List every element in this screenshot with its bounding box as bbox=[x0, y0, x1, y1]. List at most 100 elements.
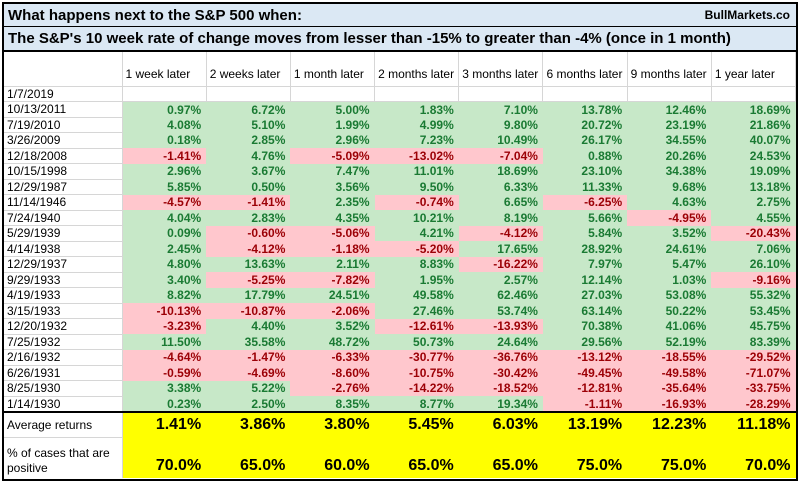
date-cell[interactable]: 6/26/1931 bbox=[4, 365, 123, 381]
date-cell[interactable]: 7/19/2010 bbox=[4, 117, 123, 133]
value-cell[interactable]: 9.80% bbox=[458, 117, 543, 133]
value-cell[interactable]: -18.55% bbox=[627, 349, 712, 365]
value-cell[interactable]: -8.60% bbox=[290, 365, 375, 381]
value-cell[interactable]: 4.21% bbox=[374, 225, 459, 241]
date-cell[interactable]: 3/26/2009 bbox=[4, 132, 123, 149]
date-cell[interactable]: 4/14/1938 bbox=[4, 241, 123, 257]
value-cell[interactable]: 5.84% bbox=[542, 225, 628, 241]
value-cell[interactable]: -1.11% bbox=[542, 396, 628, 413]
value-cell[interactable]: 2.57% bbox=[458, 272, 543, 288]
date-cell[interactable]: 8/25/1930 bbox=[4, 380, 123, 397]
percent-positive-value-cell[interactable]: 70.0% bbox=[122, 437, 207, 478]
value-cell[interactable]: 34.38% bbox=[627, 163, 712, 179]
value-cell[interactable]: -9.16% bbox=[711, 272, 796, 288]
value-cell[interactable]: 24.53% bbox=[711, 148, 796, 164]
average-value-cell[interactable]: 12.23% bbox=[627, 411, 712, 438]
value-cell[interactable]: 4.99% bbox=[374, 117, 459, 133]
value-cell[interactable]: -0.74% bbox=[374, 194, 459, 210]
percent-positive-value-cell[interactable]: 65.0% bbox=[458, 437, 543, 478]
value-cell[interactable]: 9.50% bbox=[374, 179, 459, 195]
value-cell[interactable]: 48.72% bbox=[290, 334, 375, 350]
value-cell[interactable]: 11.01% bbox=[374, 163, 459, 179]
value-cell[interactable]: -10.87% bbox=[206, 303, 291, 319]
average-value-cell[interactable]: 11.18% bbox=[711, 411, 796, 438]
average-value-cell[interactable]: 13.19% bbox=[542, 411, 628, 438]
value-cell[interactable]: 20.26% bbox=[627, 148, 712, 164]
value-cell[interactable]: 8.82% bbox=[122, 287, 207, 303]
value-cell[interactable]: -5.25% bbox=[206, 272, 291, 288]
date-cell[interactable]: 7/24/1940 bbox=[4, 210, 123, 226]
value-cell[interactable]: 2.96% bbox=[290, 132, 375, 148]
average-returns-label[interactable]: Average returns bbox=[4, 411, 123, 438]
value-cell[interactable]: 4.08% bbox=[122, 117, 207, 133]
value-cell[interactable]: 0.50% bbox=[206, 179, 291, 195]
value-cell[interactable]: 2.11% bbox=[290, 256, 375, 272]
percent-positive-value-cell[interactable]: 65.0% bbox=[374, 437, 459, 478]
value-cell[interactable]: -28.29% bbox=[711, 396, 796, 413]
value-cell[interactable]: -3.23% bbox=[122, 318, 207, 334]
value-cell[interactable]: -4.69% bbox=[206, 365, 291, 381]
value-cell[interactable]: -12.81% bbox=[542, 380, 628, 396]
value-cell[interactable]: 2.83% bbox=[206, 210, 291, 226]
date-cell[interactable]: 9/29/1933 bbox=[4, 272, 123, 288]
column-header[interactable]: 3 months later bbox=[458, 63, 544, 87]
date-cell[interactable]: 1/14/1930 bbox=[4, 396, 123, 413]
value-cell[interactable]: -7.82% bbox=[290, 272, 375, 288]
value-cell[interactable]: 24.61% bbox=[627, 241, 712, 257]
value-cell[interactable]: 4.55% bbox=[711, 210, 796, 226]
value-cell[interactable]: 23.10% bbox=[542, 163, 628, 179]
value-cell[interactable]: 18.69% bbox=[458, 163, 543, 179]
date-cell[interactable]: 4/19/1933 bbox=[4, 287, 123, 304]
value-cell[interactable]: 13.78% bbox=[542, 101, 628, 117]
value-cell[interactable]: 3.52% bbox=[290, 318, 375, 334]
value-cell[interactable] bbox=[458, 86, 544, 102]
value-cell[interactable] bbox=[206, 86, 291, 102]
value-cell[interactable]: 27.03% bbox=[542, 287, 628, 303]
value-cell[interactable]: 6.65% bbox=[458, 194, 543, 210]
value-cell[interactable]: 20.72% bbox=[542, 117, 628, 133]
value-cell[interactable]: 7.23% bbox=[374, 132, 459, 148]
value-cell[interactable]: 41.06% bbox=[627, 318, 712, 334]
value-cell[interactable]: -0.59% bbox=[122, 365, 207, 381]
average-value-cell[interactable]: 6.03% bbox=[458, 411, 543, 438]
value-cell[interactable]: 7.06% bbox=[711, 241, 796, 257]
value-cell[interactable]: -36.76% bbox=[458, 349, 543, 365]
value-cell[interactable]: -4.95% bbox=[627, 210, 712, 226]
value-cell[interactable]: -0.60% bbox=[206, 225, 291, 241]
value-cell[interactable]: 0.97% bbox=[122, 101, 207, 117]
value-cell[interactable]: 28.92% bbox=[542, 241, 628, 257]
date-cell[interactable]: 3/15/1933 bbox=[4, 303, 123, 319]
value-cell[interactable]: -16.22% bbox=[458, 256, 543, 272]
value-cell[interactable]: 2.50% bbox=[206, 396, 291, 413]
column-header[interactable]: 2 months later bbox=[374, 63, 460, 87]
value-cell[interactable]: 3.40% bbox=[122, 272, 207, 288]
value-cell[interactable]: -30.42% bbox=[458, 365, 543, 381]
column-header[interactable]: 1 week later bbox=[122, 63, 207, 87]
value-cell[interactable]: 5.66% bbox=[542, 210, 628, 226]
date-cell[interactable]: 12/29/1987 bbox=[4, 179, 123, 195]
value-cell[interactable]: 3.67% bbox=[206, 163, 291, 179]
date-cell[interactable]: 10/13/2011 bbox=[4, 101, 123, 118]
value-cell[interactable]: 63.14% bbox=[542, 303, 628, 319]
date-cell[interactable]: 2/16/1932 bbox=[4, 349, 123, 366]
value-cell[interactable]: -5.09% bbox=[290, 148, 375, 164]
date-cell[interactable]: 12/18/2008 bbox=[4, 148, 123, 164]
date-cell[interactable]: 12/20/1932 bbox=[4, 318, 123, 335]
value-cell[interactable]: -5.20% bbox=[374, 241, 459, 257]
value-cell[interactable]: -7.04% bbox=[458, 148, 543, 164]
value-cell[interactable]: -30.77% bbox=[374, 349, 459, 365]
value-cell[interactable]: 24.64% bbox=[458, 334, 543, 350]
value-cell[interactable]: 8.19% bbox=[458, 210, 543, 226]
value-cell[interactable] bbox=[122, 86, 207, 102]
value-cell[interactable]: 3.56% bbox=[290, 179, 375, 195]
value-cell[interactable]: 8.83% bbox=[374, 256, 459, 272]
value-cell[interactable]: -10.13% bbox=[122, 303, 207, 319]
value-cell[interactable] bbox=[711, 86, 796, 102]
value-cell[interactable]: 4.76% bbox=[206, 148, 291, 164]
percent-positive-label[interactable]: % of cases that are positive bbox=[4, 437, 123, 478]
percent-positive-value-cell[interactable]: 60.0% bbox=[290, 437, 375, 478]
value-cell[interactable]: -4.12% bbox=[458, 225, 543, 241]
value-cell[interactable]: 26.10% bbox=[711, 256, 796, 272]
value-cell[interactable]: 7.10% bbox=[458, 101, 543, 117]
value-cell[interactable]: 4.63% bbox=[627, 194, 712, 210]
